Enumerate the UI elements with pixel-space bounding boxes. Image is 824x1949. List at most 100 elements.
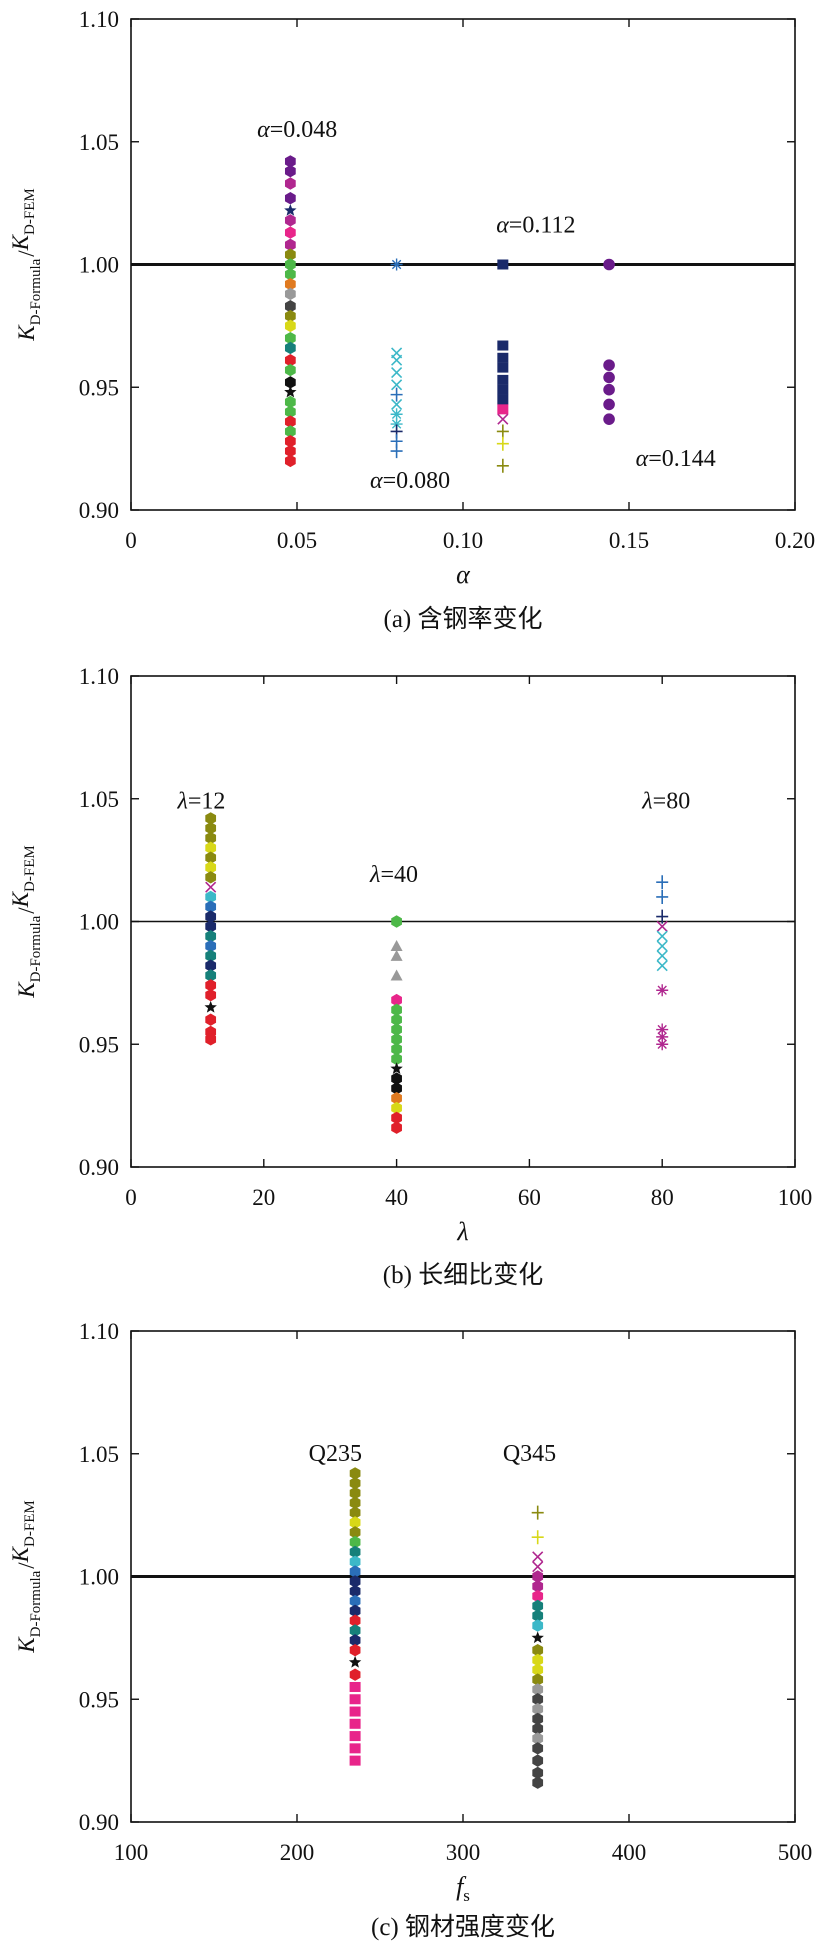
data-point	[391, 1121, 402, 1134]
data-point	[349, 1467, 361, 1480]
data-point	[603, 398, 615, 411]
data-point	[496, 436, 509, 451]
data-point	[497, 362, 509, 373]
data-point	[205, 910, 217, 923]
data-point	[532, 1643, 544, 1657]
data-point	[349, 1643, 361, 1657]
panel-caption: (b) 长细比变化	[383, 1261, 543, 1289]
data-point	[205, 930, 217, 943]
group-annotation: α=0.144	[636, 446, 716, 472]
data-point	[284, 177, 296, 190]
x-tick-label: 500	[778, 1840, 813, 1865]
data-point	[496, 458, 509, 473]
y-axis-label: KD-Formula/KD-FEM	[8, 845, 44, 998]
data-point	[656, 1023, 669, 1036]
data-point	[284, 331, 296, 345]
data-point	[349, 1486, 361, 1500]
x-tick-label: 300	[446, 1840, 481, 1865]
data-point	[284, 214, 296, 227]
data-point	[603, 258, 615, 271]
data-point	[284, 385, 297, 398]
data-series-column	[284, 155, 297, 468]
panel-caption: (c) 钢材强度变化	[371, 1913, 555, 1941]
data-point	[284, 300, 296, 313]
x-tick-label: 0.10	[443, 528, 483, 553]
data-point	[532, 1551, 544, 1563]
data-point	[284, 435, 296, 448]
data-point	[656, 1030, 669, 1043]
data-point	[205, 979, 217, 992]
data-point	[284, 444, 296, 458]
data-point	[205, 851, 217, 864]
data-series-column	[603, 258, 615, 425]
data-point	[204, 1000, 217, 1013]
data-point	[532, 1561, 544, 1573]
data-point	[349, 1634, 361, 1647]
data-point	[532, 1702, 544, 1716]
data-point	[390, 258, 403, 271]
data-point	[390, 408, 403, 421]
data-point	[391, 1082, 402, 1095]
data-point	[349, 1594, 361, 1608]
y-tick-label: 0.90	[79, 498, 119, 523]
data-point	[349, 1681, 361, 1692]
data-point	[284, 354, 296, 367]
y-tick-label: 0.95	[79, 1687, 119, 1712]
data-point	[349, 1506, 361, 1519]
data-point	[349, 1526, 361, 1539]
y-tick-label: 0.90	[79, 1810, 119, 1835]
data-point	[205, 939, 217, 953]
data-point	[284, 238, 296, 252]
data-point	[205, 988, 217, 1002]
data-point	[390, 444, 403, 459]
data-point	[532, 1589, 544, 1603]
data-point	[603, 359, 615, 371]
data-point	[390, 418, 403, 431]
data-point	[349, 1694, 361, 1705]
y-tick-label: 0.95	[79, 375, 119, 400]
panel-caption: (a) 含钢率变化	[384, 605, 543, 633]
y-tick-label: 1.05	[79, 787, 119, 812]
data-point	[391, 1052, 402, 1066]
data-point	[349, 1755, 361, 1766]
chart-panel-b: 0 20 40 60 80 100 0.90 0.95 1.00 1.05 1.10 λ=12 λ=40…	[8, 664, 812, 1289]
data-series-column	[531, 1505, 544, 1789]
x-axis-label: λ	[456, 1217, 468, 1246]
y-tick-label: 1.10	[79, 7, 119, 32]
data-point	[656, 875, 669, 890]
x-tick-label: 100	[778, 1185, 813, 1210]
data-point	[497, 404, 509, 415]
data-point	[205, 959, 217, 972]
x-tick-label: 40	[385, 1185, 408, 1210]
data-point	[349, 1668, 361, 1681]
data-point	[349, 1604, 361, 1618]
data-series-column	[390, 915, 403, 1134]
data-point	[205, 920, 217, 933]
y-axis-label: KD-Formula/KD-FEM	[8, 188, 44, 341]
data-point	[205, 822, 217, 835]
data-point	[656, 930, 668, 942]
data-point	[532, 1599, 544, 1613]
y-tick-label: 1.05	[79, 130, 119, 155]
data-point	[391, 1092, 402, 1105]
x-axis-label: α	[456, 560, 471, 589]
data-point	[205, 861, 217, 874]
data-point	[205, 841, 217, 855]
data-point	[349, 1706, 361, 1717]
data-series-column	[496, 259, 509, 473]
data-point	[284, 248, 296, 261]
data-series-column	[204, 812, 217, 1046]
data-point	[205, 871, 217, 884]
y-tick-label: 1.00	[79, 253, 119, 278]
data-point	[205, 831, 217, 845]
x-tick-label: 100	[114, 1840, 149, 1865]
data-point	[532, 1619, 544, 1632]
data-point	[284, 425, 296, 438]
data-point	[656, 1038, 669, 1051]
data-point	[603, 413, 615, 425]
data-point	[497, 259, 509, 270]
data-point	[531, 1530, 544, 1545]
data-point	[349, 1477, 361, 1490]
data-point	[349, 1575, 361, 1588]
